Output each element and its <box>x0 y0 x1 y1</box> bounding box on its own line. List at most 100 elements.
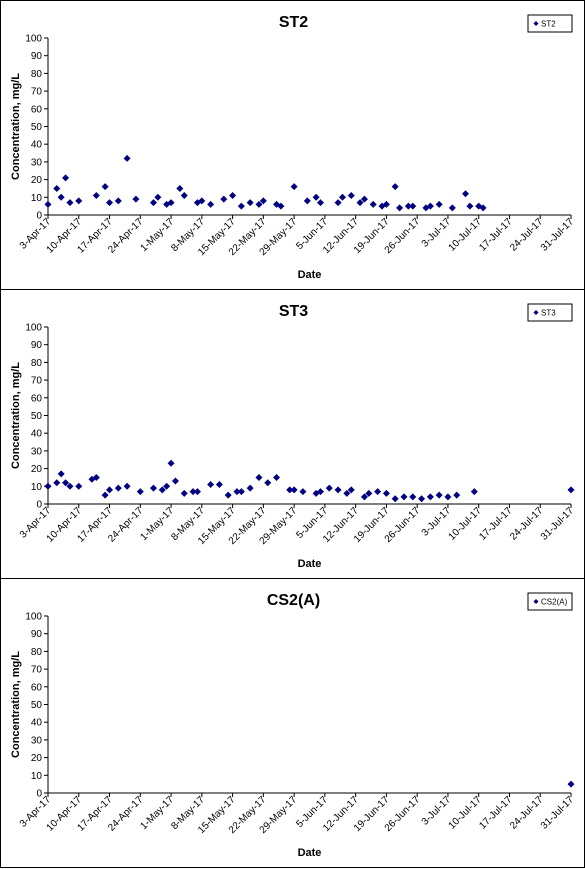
data-point <box>215 481 223 489</box>
data-point <box>391 495 399 503</box>
data-point <box>207 200 215 208</box>
y-axis-title: Concentration, mg/L <box>10 362 22 469</box>
data-point <box>149 199 157 207</box>
data-point <box>92 192 100 200</box>
y-tick-label: 40 <box>31 429 43 440</box>
x-tick-label: 31-Jul-17 <box>539 794 577 832</box>
data-point <box>453 491 461 499</box>
y-tick-label: 20 <box>31 753 43 764</box>
legend-label: ST2 <box>541 20 556 29</box>
data-point <box>57 193 65 201</box>
y-tick-label: 100 <box>25 323 42 334</box>
x-axis-title: Date <box>298 269 322 281</box>
data-point <box>180 192 188 200</box>
data-point <box>273 473 281 481</box>
data-point <box>303 197 311 205</box>
data-point <box>255 200 263 208</box>
y-tick-label: 30 <box>31 735 43 746</box>
data-point <box>567 486 575 494</box>
data-point <box>360 493 368 501</box>
y-tick-label: 30 <box>31 157 43 168</box>
legend-marker <box>533 310 539 315</box>
y-tick-label: 30 <box>31 446 43 457</box>
y-tick-label: 80 <box>31 647 43 658</box>
x-tick-label: 31-Jul-17 <box>539 216 577 254</box>
data-point <box>435 491 443 499</box>
legend-marker <box>533 599 539 604</box>
legend-marker <box>533 21 539 26</box>
legend-label: ST3 <box>541 309 556 318</box>
data-point <box>189 488 197 496</box>
data-point <box>246 199 254 207</box>
data-point <box>444 493 452 501</box>
x-tick-label: 31-Jul-17 <box>539 505 577 543</box>
data-point <box>123 154 131 162</box>
legend-label: CS2(A) <box>541 598 568 607</box>
data-point <box>435 200 443 208</box>
data-point <box>66 199 74 207</box>
x-axis-title: Date <box>298 558 322 570</box>
chart-title: ST2 <box>279 14 308 31</box>
data-point <box>114 484 122 492</box>
legend-box <box>527 303 573 322</box>
data-point <box>114 197 122 205</box>
data-point <box>101 491 109 499</box>
legend: ST3 <box>527 303 573 322</box>
chart-panel-st3: ST3 0 10 20 30 40 50 60 70 80 90 100 3-Apr-17 10-Apr-… <box>0 289 585 579</box>
data-point <box>286 486 294 494</box>
data-point <box>448 204 456 212</box>
data-point <box>347 486 355 494</box>
legend: ST2 <box>527 14 573 33</box>
data-point <box>246 484 254 492</box>
y-tick-label: 100 <box>25 34 42 45</box>
data-point <box>193 488 201 496</box>
data-point <box>101 183 109 191</box>
data-point <box>158 486 166 494</box>
data-point <box>347 192 355 200</box>
y-tick-label: 90 <box>31 51 43 62</box>
y-tick-label: 50 <box>31 700 43 711</box>
data-point <box>220 195 228 203</box>
data-point <box>312 193 320 201</box>
data-point <box>334 199 342 207</box>
y-axis-title: Concentration, mg/L <box>10 651 22 758</box>
data-point <box>92 473 100 481</box>
data-point <box>299 488 307 496</box>
data-point <box>391 183 399 191</box>
chart-svg: CS2(A)01020304050607080901003-Apr-1710-A… <box>10 592 577 859</box>
y-tick-label: 10 <box>31 482 43 493</box>
data-point <box>62 479 70 487</box>
chart-panel-cs2a: CS2(A) 0 10 20 30 40 50 60 70 80 90 100 3-Apr-17 10-A… <box>0 578 585 868</box>
data-point <box>369 200 377 208</box>
y-tick-label: 60 <box>31 393 43 404</box>
data-point <box>462 190 470 198</box>
y-axis-title: Concentration, mg/L <box>10 73 22 180</box>
data-point <box>180 489 188 497</box>
data-point <box>290 183 298 191</box>
data-point <box>404 202 412 210</box>
data-point <box>382 489 390 497</box>
legend-box <box>527 592 573 611</box>
legend: CS2(A) <box>527 592 573 611</box>
data-point <box>259 197 267 205</box>
legend-box <box>527 14 573 33</box>
data-point <box>426 493 434 501</box>
data-point <box>396 204 404 212</box>
data-point <box>356 199 364 207</box>
y-tick-label: 0 <box>36 211 42 222</box>
data-point <box>264 479 272 487</box>
y-tick-label: 50 <box>31 411 43 422</box>
data-point <box>44 200 52 208</box>
data-point <box>277 202 285 210</box>
data-point <box>44 482 52 490</box>
y-tick-label: 70 <box>31 87 43 98</box>
y-tick-label: 90 <box>31 629 43 640</box>
data-point <box>207 481 215 489</box>
data-point <box>316 488 324 496</box>
y-tick-label: 20 <box>31 464 43 475</box>
data-point <box>167 199 175 207</box>
y-tick-label: 60 <box>31 104 43 115</box>
data-point <box>163 482 171 490</box>
data-point <box>426 202 434 210</box>
chart-svg: ST201020304050607080901003-Apr-1710-Apr-… <box>10 14 577 281</box>
